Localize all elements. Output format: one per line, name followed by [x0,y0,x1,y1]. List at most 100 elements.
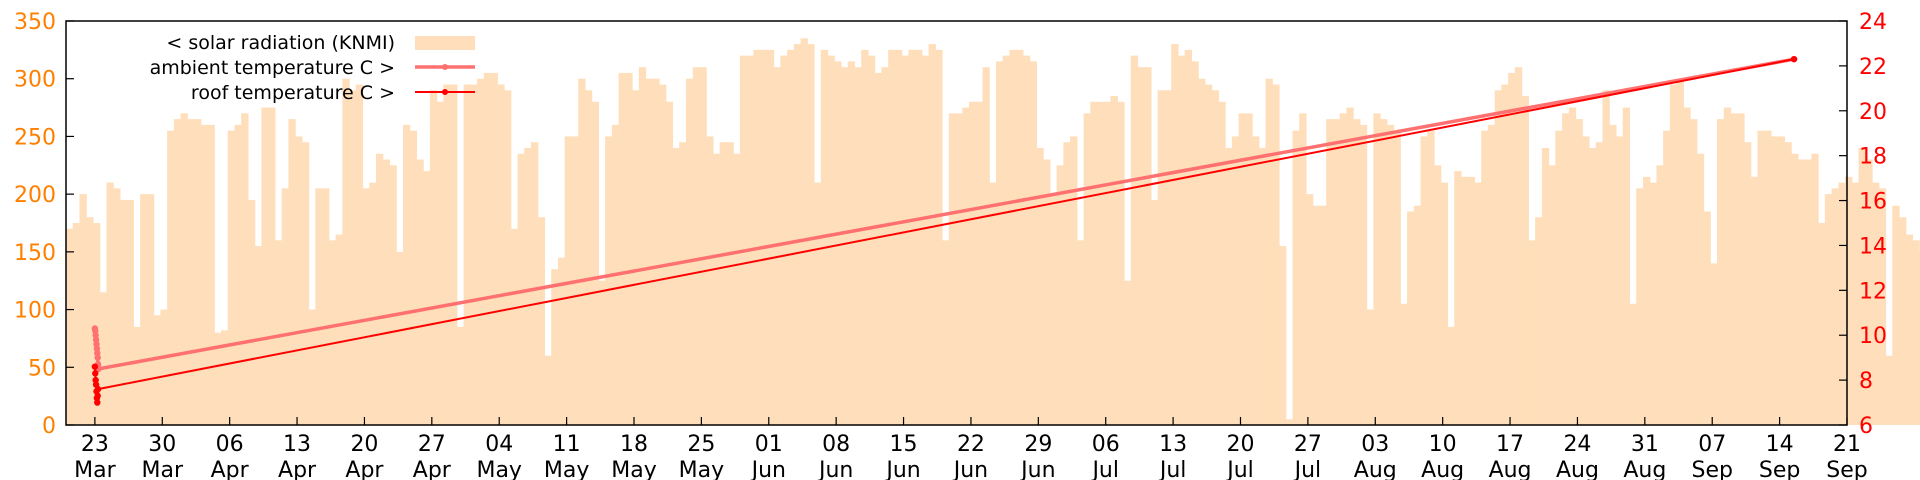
x-tick-label-month: Mar [142,458,184,480]
ambient-point [94,354,101,361]
solar-bar [1413,205,1422,425]
solar-bar [881,67,889,426]
x-tick-label-month: Mar [74,458,116,480]
solar-bar [591,101,599,426]
solar-bar [1777,136,1786,425]
solar-bar [301,142,310,425]
solar-bar [1447,326,1455,425]
solar-bar [1252,136,1260,425]
solar-bar [1090,101,1098,426]
x-tick-label-day: 01 [755,432,783,457]
solar-bar [1696,153,1705,426]
solar-bar [1622,107,1631,425]
solar-bar [1144,67,1152,426]
solar-bar [1380,119,1388,426]
y-right-tick-label: 8 [1859,369,1873,394]
solar-bar [1905,234,1914,425]
solar-bar [497,84,505,426]
y-right-tick-label: 18 [1859,145,1887,170]
solar-bar [1029,61,1038,426]
solar-bar [706,136,714,425]
solar-bar [1568,107,1577,425]
axis-ticks [66,20,1848,426]
x-tick-label-month: Sep [1691,458,1732,480]
solar-bar [1642,176,1651,425]
solar-bar [625,72,633,425]
solar-bar [92,223,101,425]
solar-bar [1676,78,1684,426]
x-tick-label-month: Apr [345,458,384,480]
solar-bar [1150,199,1159,425]
solar-bar [942,240,950,425]
solar-bar [1514,67,1523,426]
solar-bar [180,113,188,425]
solar-bar [1845,176,1853,425]
solar-bar [699,67,707,426]
solar-bar [1420,136,1428,425]
solar-bar [1049,194,1058,425]
solar-bar [72,223,81,425]
solar-bar [1797,159,1806,425]
solar-bar [106,182,114,425]
y-right-tick-label: 16 [1859,190,1887,215]
solar-bar [1474,182,1482,425]
solar-bar [1649,182,1657,425]
x-tick-label-day: 29 [1024,432,1052,457]
solar-bar [1002,55,1011,425]
solar-bar [207,124,215,425]
y-right-tick-label: 14 [1859,234,1887,259]
solar-bar [1339,113,1347,425]
solar-bar [1407,211,1415,425]
solar-bar [1595,142,1604,425]
solar-bar [989,182,997,425]
solar-bar [194,119,202,426]
x-tick-label-month: Jun [750,458,786,480]
solar-bar [645,78,653,426]
solar-bar [1258,147,1267,425]
solar-bar [1602,90,1610,425]
solar-bar [274,240,283,425]
solar-bar [1804,159,1812,425]
solar-bar [1022,55,1031,425]
solar-bar [760,49,768,426]
roof-point [94,399,101,406]
solar-bar [99,292,108,425]
solar-bar [1440,182,1449,425]
solar-bar [1319,205,1327,425]
solar-bar [1184,49,1192,426]
solar-bar [221,330,229,425]
solar-bar [349,90,357,425]
solar-bar [915,49,923,426]
x-tick-label-month: Jun [1019,458,1055,480]
y-right-tick-label: 12 [1859,279,1887,304]
solar-bar [1838,182,1846,425]
y-axis-left-labels: 0 50 100 150 200 250 300 350 [14,10,56,439]
legend-label-solar: < solar radiation (KNMI) [166,32,395,54]
solar-bar [1130,55,1139,425]
solar-bar [719,142,728,425]
plot-frame [65,20,1848,426]
solar-bar [443,84,451,426]
y-left-tick-label: 50 [28,356,56,381]
solar-bar [1353,119,1361,426]
solar-bar [1743,142,1752,425]
solar-bar [1872,182,1880,425]
y-right-tick-label: 24 [1859,10,1887,35]
solar-bar [1373,113,1381,425]
solar-bar [247,199,256,425]
solar-bar [712,153,721,426]
solar-bar [1238,113,1246,425]
x-tick-label-day: 11 [553,432,581,457]
solar-bar [1211,90,1219,425]
solar-bar [530,142,539,425]
solar-bar [1898,217,1907,425]
roof-point [92,370,99,377]
solar-bar [1858,147,1866,425]
solar-bar [746,55,754,425]
x-tick-label-month: Jul [1090,458,1119,480]
solar-bar [948,113,957,425]
solar-bar [928,44,936,426]
solar-bar [672,147,680,425]
solar-bar [1730,113,1738,425]
solar-bar [382,159,391,425]
